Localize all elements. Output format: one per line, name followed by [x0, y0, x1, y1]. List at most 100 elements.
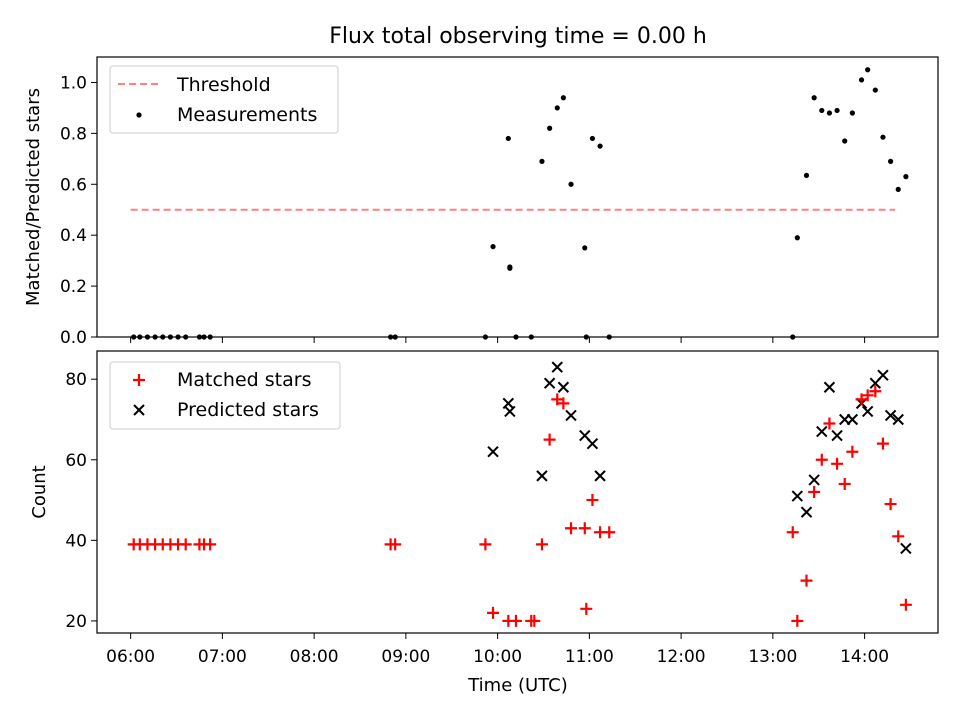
- measurement-point: [490, 244, 496, 250]
- chart-title: Flux total observing time = 0.00 h: [329, 24, 707, 49]
- top-y-tick-label: 0.0: [60, 328, 87, 348]
- bottom-plot-frame: [96, 350, 939, 634]
- matched-stars-point: [479, 538, 492, 551]
- measurement-point: [554, 105, 560, 111]
- measurement-point: [819, 107, 825, 114]
- top-y-ticks: 0.0 0.2 0.4 0.6 0.8 1.0: [60, 73, 97, 348]
- predicted-stars-point: [551, 361, 563, 373]
- legend-predicted-swatch: [133, 404, 145, 416]
- x-tick-label: 08:00: [290, 647, 339, 667]
- x-axis-label: Time (UTC): [467, 675, 568, 696]
- measurement-point: [131, 334, 137, 340]
- predicted-stars-point: [565, 409, 577, 422]
- predicted-stars-point: [816, 425, 828, 438]
- matched-stars-point: [204, 538, 217, 551]
- matched-stars-point: [565, 522, 578, 535]
- matched-stars-point: [578, 522, 591, 535]
- x-tick-label: 11:00: [565, 647, 614, 667]
- matched-stars-point: [815, 453, 828, 466]
- matched-stars-point: [557, 397, 570, 410]
- measurement-point: [794, 235, 800, 241]
- measurement-point: [597, 143, 603, 149]
- matched-stars-point: [869, 385, 882, 398]
- measurement-point: [811, 95, 817, 101]
- measurement-point: [137, 334, 143, 340]
- top-y-tick-label: 0.6: [60, 175, 87, 195]
- matched-stars-point: [543, 433, 556, 446]
- x-tick-label: 14:00: [840, 647, 889, 667]
- matched-stars-point: [831, 457, 844, 470]
- predicted-stars-point: [791, 490, 804, 502]
- measurement-point: [583, 334, 589, 340]
- measurement-point: [547, 125, 553, 131]
- x-tick-label: 07:00: [198, 647, 247, 667]
- predicted-stars-point: [557, 381, 570, 393]
- matched-stars-point: [884, 498, 897, 511]
- predicted-stars-point: [892, 413, 904, 426]
- matched-stars-point: [179, 538, 192, 551]
- measurement-point: [589, 135, 596, 142]
- predicted-stars-point: [861, 405, 874, 418]
- measurement-point: [858, 77, 865, 83]
- bottom-legend-box: [109, 361, 341, 430]
- top-x-ticks: [130, 337, 866, 343]
- measurement-point: [152, 334, 158, 340]
- predicted-stars-point: [536, 470, 548, 482]
- matched-stars-point: [389, 538, 402, 551]
- matched-stars-point: [861, 389, 874, 402]
- measurement-point: [865, 67, 871, 73]
- measurement-point: [201, 334, 207, 340]
- matched-stars-point: [800, 574, 813, 587]
- top-y-tick-label: 0.2: [60, 277, 87, 297]
- legend-predicted-label: Predicted stars: [177, 399, 319, 421]
- measurement-point: [528, 334, 534, 340]
- top-panel: 0.0 0.2 0.4 0.6 0.8 1.0 Matched/Predicted sta…: [23, 56, 939, 348]
- x-tick-label: 12:00: [657, 647, 706, 667]
- matched-stars-point: [838, 477, 851, 490]
- legend-measurements-swatch: [136, 112, 142, 118]
- bottom-y-tick-label: 80: [65, 370, 87, 390]
- top-y-axis-label: Matched/Predicted stars: [23, 88, 44, 306]
- predicted-stars-point: [831, 429, 843, 442]
- legend-threshold-label: Threshold: [176, 74, 271, 96]
- measurement-point: [880, 134, 886, 140]
- measurement-point: [183, 334, 189, 340]
- x-tick-label: 10:00: [473, 647, 522, 667]
- matched-stars-point: [855, 393, 868, 406]
- legend-measurements-label: Measurements: [177, 104, 317, 126]
- predicted-stars-point: [823, 381, 836, 393]
- matched-stars-point: [823, 417, 836, 430]
- measurement-point: [790, 334, 796, 340]
- matched-stars-point: [791, 614, 804, 627]
- top-y-tick-label: 0.8: [60, 124, 87, 144]
- measurement-point: [167, 334, 173, 340]
- measurement-point: [196, 334, 203, 340]
- measurement-point: [887, 158, 894, 164]
- matched-stars-point: [876, 437, 889, 450]
- measurement-point: [803, 172, 810, 178]
- bottom-y-tick-label: 60: [65, 451, 87, 471]
- predicted-stars-point: [900, 542, 912, 555]
- matched-stars-point: [786, 526, 799, 539]
- matched-stars-point: [603, 526, 616, 539]
- measurement-point: [582, 245, 588, 251]
- matched-stars-point: [846, 445, 859, 458]
- matched-stars-point: [899, 598, 912, 611]
- predicted-stars-point: [487, 446, 499, 458]
- legend-matched-label: Matched stars: [177, 369, 311, 391]
- measurement-point: [175, 334, 181, 340]
- bottom-y-ticks: 20 40 60 80: [65, 370, 97, 632]
- bottom-legend: Matched stars Predicted stars: [109, 361, 341, 430]
- legend-matched-swatch: [133, 374, 145, 386]
- matched-stars-point: [580, 602, 593, 615]
- matched-stars-point: [528, 614, 541, 627]
- measurement-point: [903, 174, 909, 180]
- measurement-point: [505, 135, 511, 142]
- measurement-point: [560, 95, 566, 101]
- top-y-tick-label: 0.4: [60, 226, 87, 246]
- predicted-stars-point: [808, 474, 820, 486]
- bottom-y-tick-label: 20: [65, 612, 87, 632]
- measurement-point: [539, 158, 545, 164]
- measurement-point: [392, 334, 398, 340]
